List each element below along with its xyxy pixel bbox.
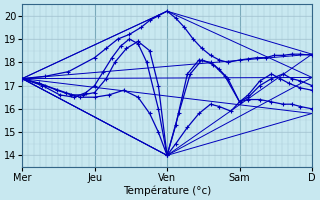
X-axis label: Température (°c): Température (°c) (123, 185, 211, 196)
